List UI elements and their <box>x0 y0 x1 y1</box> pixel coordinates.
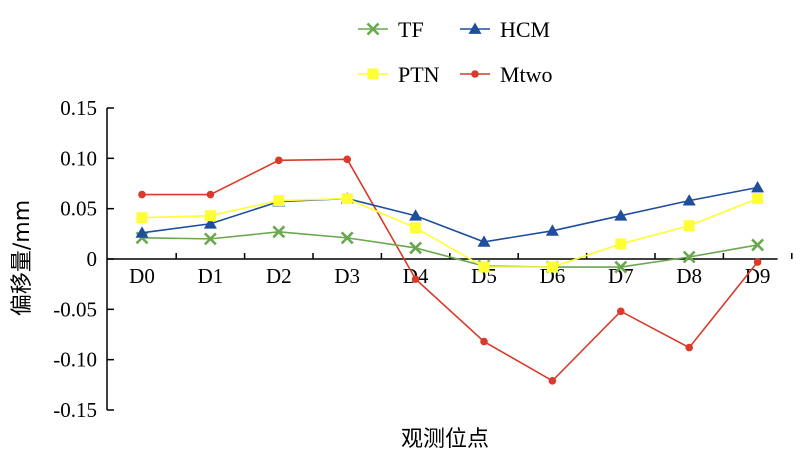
legend-label: HCM <box>500 17 550 42</box>
data-point-ptn <box>136 212 148 224</box>
series-ptn <box>136 193 764 273</box>
data-point-mtwo <box>480 337 488 346</box>
data-point-mtwo <box>206 190 215 199</box>
data-point-mtwo <box>343 155 352 164</box>
legend: TF HCM PTN Mtwo <box>358 17 553 87</box>
data-point-hcm <box>545 224 559 236</box>
data-point-ptn <box>752 193 764 205</box>
data-point-hcm <box>135 226 149 238</box>
y-tick-label: 0 <box>87 247 98 271</box>
data-point-tf <box>340 231 354 245</box>
y-tick-label: 0.10 <box>60 146 97 170</box>
data-point-mtwo <box>685 343 693 352</box>
series-layer <box>135 155 765 385</box>
data-point-ptn <box>683 220 695 232</box>
data-point-mtwo <box>753 258 762 266</box>
data-point-hcm <box>203 217 217 229</box>
series-line-tf <box>141 231 758 268</box>
y-axis: 0.15 0.10 0.05 0 -0.05 -0.10 -0.15 <box>53 96 114 422</box>
legend-item-mtwo: Mtwo <box>460 62 553 87</box>
y-tick-label: -0.05 <box>53 297 97 321</box>
x-tick-label: D2 <box>266 264 292 288</box>
data-point-ptn <box>546 261 558 273</box>
data-point-mtwo <box>617 307 625 316</box>
legend-marker <box>471 70 479 78</box>
legend-label: PTN <box>398 62 440 87</box>
data-point-ptn <box>410 222 422 234</box>
data-point-ptn <box>478 261 490 273</box>
y-tick-label: -0.15 <box>53 398 97 422</box>
legend-item-tf: TF <box>358 17 424 42</box>
data-point-ptn <box>273 195 285 207</box>
x-tick-label: D8 <box>676 264 702 288</box>
legend-label: TF <box>398 17 424 42</box>
series-line-hcm <box>141 186 758 243</box>
data-point-ptn <box>341 193 353 205</box>
data-point-hcm <box>751 181 765 193</box>
y-tick-label: -0.10 <box>53 348 97 372</box>
data-point-tf <box>203 232 217 246</box>
data-point-ptn <box>204 210 216 222</box>
data-point-hcm <box>682 194 696 206</box>
data-point-mtwo <box>138 190 146 199</box>
legend-marker <box>366 22 380 36</box>
y-tick-label: 0.05 <box>60 197 97 221</box>
x-axis-title: 观测位点 <box>401 427 489 452</box>
data-point-mtwo <box>275 156 283 165</box>
data-point-tf <box>614 260 628 274</box>
series-mtwo <box>138 155 762 385</box>
x-tick-label: D0 <box>129 264 155 288</box>
x-axis: D0D1D2D3D4D5D6D7D8D9 <box>107 253 793 288</box>
data-point-mtwo <box>548 377 557 385</box>
data-point-tf <box>409 241 423 255</box>
data-point-tf <box>682 250 696 264</box>
x-tick-label: D1 <box>198 264 224 288</box>
data-point-mtwo <box>411 275 420 283</box>
y-tick-label: 0.15 <box>60 96 97 120</box>
data-point-ptn <box>615 238 627 250</box>
data-point-tf <box>751 238 765 252</box>
series-line-ptn <box>141 197 758 268</box>
y-axis-title: 偏移量/mm <box>10 200 35 316</box>
data-point-hcm <box>409 209 423 221</box>
data-point-tf <box>272 225 286 239</box>
data-point-hcm <box>477 235 491 247</box>
x-tick-label: D9 <box>745 264 771 288</box>
series-line-mtwo <box>142 158 759 382</box>
legend-label: Mtwo <box>500 62 553 87</box>
data-point-hcm <box>614 209 628 221</box>
x-tick-label: D3 <box>334 264 360 288</box>
legend-marker <box>468 22 482 34</box>
series-tf <box>135 225 765 274</box>
legend-item-hcm: HCM <box>460 17 550 42</box>
legend-item-ptn: PTN <box>358 62 440 87</box>
legend-marker <box>367 68 379 80</box>
